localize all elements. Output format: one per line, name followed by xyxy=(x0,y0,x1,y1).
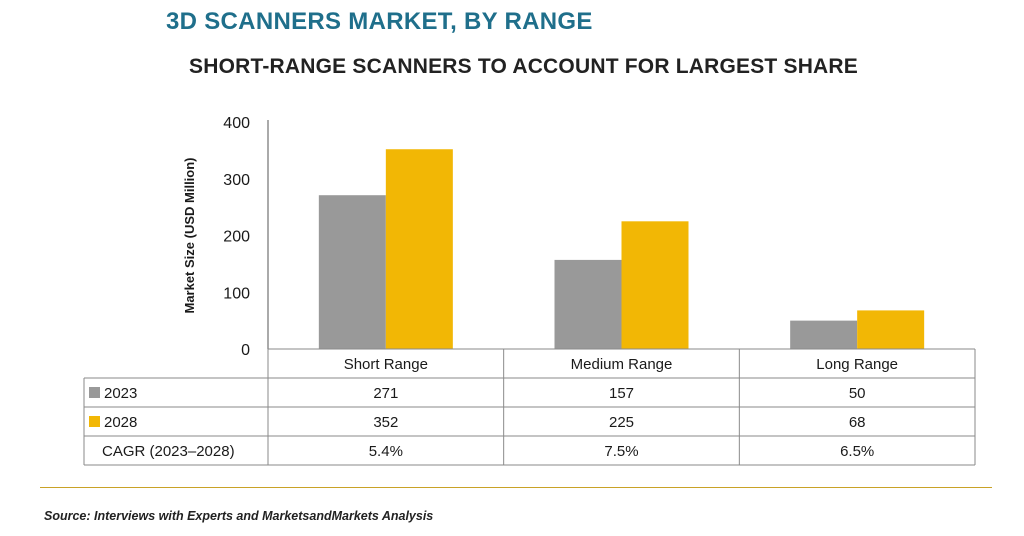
table-cell: 157 xyxy=(609,385,634,402)
table-row-label: CAGR (2023–2028) xyxy=(102,443,235,460)
table-cell: 271 xyxy=(373,385,398,402)
bar-2023-medium-range xyxy=(554,259,622,349)
legend-swatch-2028 xyxy=(89,416,100,427)
bar-2023-short-range xyxy=(318,195,386,349)
table-row-label: 2028 xyxy=(104,414,137,431)
chart-area: 0 100 200 300 400 Market Size (USD Million) S… xyxy=(83,115,976,466)
y-axis-title: Market Size (USD Million) xyxy=(182,157,197,313)
chart-title: 3D SCANNERS MARKET, BY RANGE xyxy=(166,8,593,35)
x-category-label: Medium Range xyxy=(571,356,673,373)
bar-2028-long-range xyxy=(857,310,925,349)
legend-swatch-2023 xyxy=(89,387,100,398)
table-cell: 5.4% xyxy=(369,443,403,460)
y-tick-label: 300 xyxy=(223,172,250,189)
y-tick-label: 100 xyxy=(223,285,250,302)
source-note: Source: Interviews with Experts and Mark… xyxy=(44,509,434,523)
table-cell: 6.5% xyxy=(840,443,874,460)
chart-subtitle: SHORT-RANGE SCANNERS TO ACCOUNT FOR LARG… xyxy=(189,55,858,78)
table-cell: 7.5% xyxy=(604,443,638,460)
table-cell: 225 xyxy=(609,414,634,431)
table-cell: 352 xyxy=(373,414,398,431)
x-category-label: Long Range xyxy=(816,356,898,373)
table-row-label: 2023 xyxy=(104,385,137,402)
bars-layer xyxy=(318,149,925,349)
bar-2028-medium-range xyxy=(621,221,689,349)
y-tick-label: 200 xyxy=(223,229,250,246)
bar-2028-short-range xyxy=(385,149,453,349)
axis-layer: 0 100 200 300 400 Market Size (USD Million) xyxy=(182,115,269,359)
y-tick-label: 0 xyxy=(241,342,250,359)
table-cell: 50 xyxy=(849,385,866,402)
table-cell: 68 xyxy=(849,414,866,431)
data-table: Short Range Medium Range Long Range 2023 271… xyxy=(83,348,976,466)
x-category-label: Short Range xyxy=(344,356,428,373)
y-tick-label: 400 xyxy=(223,115,250,132)
source-divider xyxy=(40,487,992,488)
bar-2023-long-range xyxy=(790,320,858,349)
